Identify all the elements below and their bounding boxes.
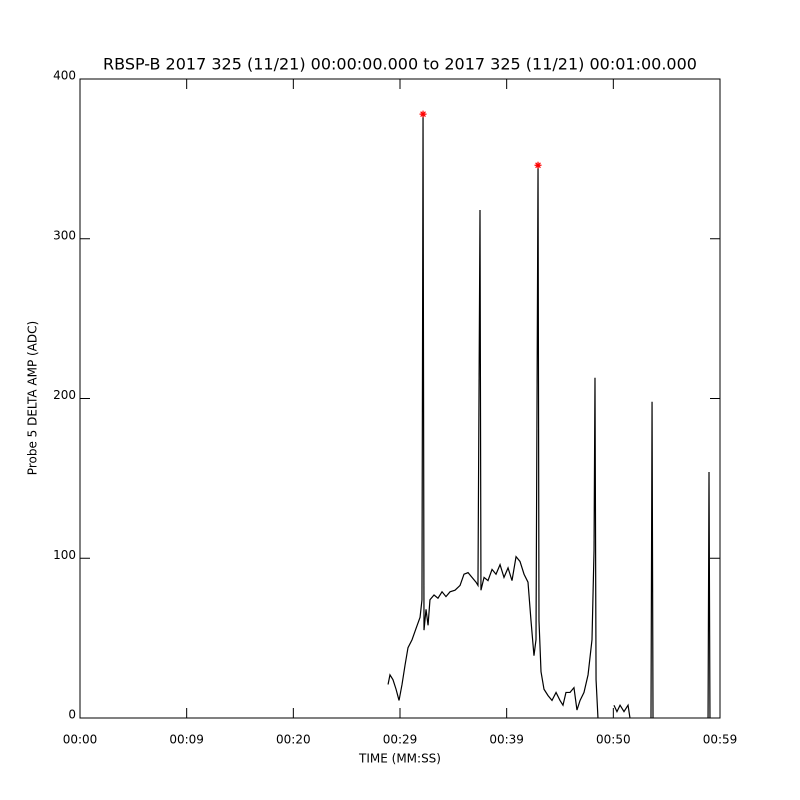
x-tick-label: 00:09 — [169, 733, 204, 747]
x-tick-label: 00:29 — [383, 733, 418, 747]
peak-marker — [419, 110, 427, 118]
x-tick-label: 00:39 — [489, 733, 524, 747]
plot-frame — [79, 78, 721, 719]
x-tick-label: 00:59 — [703, 733, 738, 747]
y-tick-label: 200 — [53, 388, 76, 402]
x-axis-label: TIME (MM:SS) — [358, 752, 441, 766]
x-tick-label: 00:50 — [596, 733, 631, 747]
y-tick-label: 300 — [53, 228, 76, 242]
plot-area — [387, 110, 711, 718]
data-line — [387, 114, 711, 718]
chart-title: RBSP-B 2017 325 (11/21) 00:00:00.000 to … — [103, 55, 697, 74]
x-tick-label: 00:20 — [276, 733, 311, 747]
x-tick-label: 00:00 — [63, 733, 98, 747]
y-axis-label: Probe 5 DELTA AMP (ADC) — [26, 321, 40, 475]
y-tick-label: 400 — [53, 69, 76, 83]
peak-marker — [534, 161, 542, 169]
y-tick-label: 0 — [68, 708, 76, 722]
y-tick-label: 100 — [53, 548, 76, 562]
